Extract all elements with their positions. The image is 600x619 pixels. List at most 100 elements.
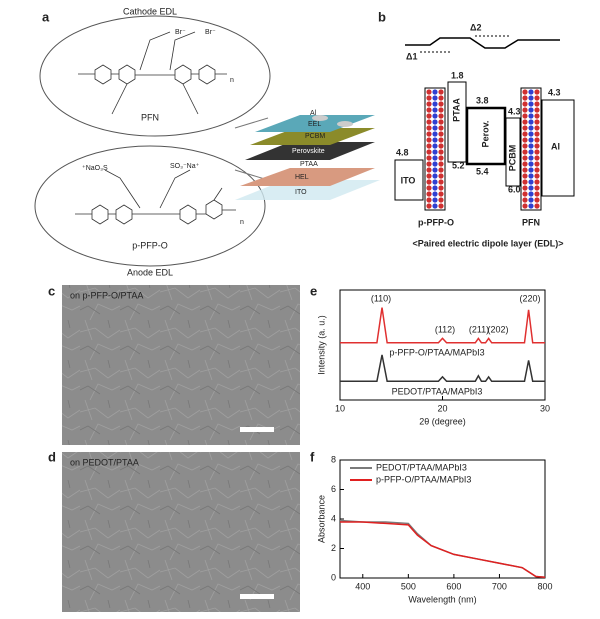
dipole [528, 107, 534, 113]
dipole [528, 173, 534, 179]
dipole [522, 137, 528, 143]
dipole [432, 89, 438, 95]
dipole [534, 149, 540, 155]
dipole [528, 131, 534, 137]
dipole [534, 137, 540, 143]
sem-image [62, 452, 300, 612]
dipole [438, 161, 444, 167]
plot-frame [339, 289, 546, 401]
dipole [432, 161, 438, 167]
dipole [528, 191, 534, 197]
dipole [522, 113, 528, 119]
dipole-name: PFN [522, 217, 540, 227]
dipole-columns [424, 87, 542, 211]
y-axis-label: Intensity (a. u.) [316, 315, 326, 375]
dipole [522, 161, 528, 167]
layer-label: Perovskite [292, 148, 325, 155]
dipole [534, 167, 540, 173]
dipole [426, 113, 432, 119]
legend-label: p-PFP-O/PTAA/MAPbI3 [376, 474, 471, 484]
cathode-title: Cathode EDL [123, 6, 177, 16]
dipole [438, 119, 444, 125]
dipole [522, 95, 528, 101]
ellipse [34, 145, 266, 267]
x-tick-label: 700 [492, 581, 507, 591]
dipole [438, 203, 444, 209]
peak-label: (112) [435, 324, 455, 334]
series-label: p-PFP-O/PTAA/MAPbI3 [389, 347, 484, 357]
y-tick-label: 0 [331, 572, 336, 582]
dipole [426, 119, 432, 125]
dipole [522, 173, 528, 179]
layer-label: EEL [308, 121, 321, 128]
dipole [432, 155, 438, 161]
dipole [432, 131, 438, 137]
pointer [234, 117, 269, 129]
dipole [534, 203, 540, 209]
atom: ⁺NaO₃S [82, 165, 108, 172]
anode-title: Anode EDL [127, 267, 173, 277]
ito-box [394, 159, 424, 201]
peak-label: (110) [371, 293, 391, 303]
dipole [534, 161, 540, 167]
dipole [432, 167, 438, 173]
dipole [432, 179, 438, 185]
panel-label: f [310, 449, 315, 464]
dipole [522, 143, 528, 149]
dipole [528, 197, 534, 203]
dipole [522, 101, 528, 107]
dipole [522, 167, 528, 173]
dipole [528, 101, 534, 107]
dipole [438, 191, 444, 197]
sem-label: on p-PFP-O/PTAA [70, 290, 143, 300]
dipole [522, 191, 528, 197]
layer [255, 115, 375, 132]
material: ITO [401, 175, 416, 185]
dipole [432, 197, 438, 203]
layer-label: Al [310, 110, 317, 117]
ellipse [39, 15, 271, 137]
peak-label: (220) [519, 293, 540, 303]
dipole [426, 203, 432, 209]
y-tick-label: 6 [331, 484, 336, 494]
series-label: PEDOT/PTAA/MAPbI3 [392, 386, 483, 396]
dipole [438, 125, 444, 131]
dipole [426, 143, 432, 149]
x-axis-label: 2θ (degree) [419, 416, 466, 426]
panel-label: a [42, 9, 50, 24]
dipole [426, 167, 432, 173]
dipole [522, 131, 528, 137]
dipole [426, 149, 432, 155]
series-line [340, 521, 546, 579]
panel-label: b [378, 9, 386, 24]
sem-image [62, 285, 300, 445]
dipole [438, 179, 444, 185]
dipole [534, 143, 540, 149]
dipole [438, 173, 444, 179]
peak-label: (211) [469, 324, 489, 334]
x-tick-label: 30 [540, 403, 550, 413]
dipole [432, 191, 438, 197]
dipole [438, 197, 444, 203]
dipole [438, 95, 444, 101]
layer [245, 142, 375, 160]
dipole [522, 179, 528, 185]
dipole [528, 203, 534, 209]
dipole [438, 137, 444, 143]
material: PCBM [507, 145, 517, 172]
level: 1.8 [451, 70, 464, 80]
electrode [337, 121, 353, 127]
perov-box [465, 106, 507, 166]
dipole-name: p-PFP-O [418, 217, 454, 227]
dipole [432, 185, 438, 191]
scale-bar [240, 427, 274, 432]
dipole [426, 107, 432, 113]
dipole [534, 197, 540, 203]
atom: n [240, 219, 244, 226]
y-tick-label: 4 [331, 513, 336, 523]
dipole [432, 113, 438, 119]
dipole [528, 113, 534, 119]
atom: n [230, 77, 234, 84]
dipole [438, 155, 444, 161]
dipole [522, 149, 528, 155]
